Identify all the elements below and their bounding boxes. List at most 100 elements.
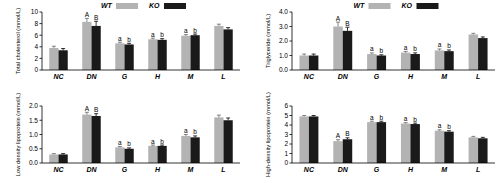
bar bbox=[401, 53, 410, 70]
panel: AaaaBbbb0.00.51.01.52.0NCDNGHMLLow densi… bbox=[15, 93, 240, 177]
significance-letter: b bbox=[380, 47, 384, 54]
y-tick bbox=[290, 125, 293, 126]
y-tick-label: 4.0 bbox=[279, 8, 288, 15]
bar bbox=[377, 122, 386, 163]
error-bar bbox=[52, 46, 56, 48]
bar bbox=[148, 146, 157, 163]
significance-letter: B bbox=[345, 130, 349, 137]
panel: AaaaBbbb0123456NCDNGHMLHigh-density lipo… bbox=[265, 92, 495, 177]
y-tick bbox=[290, 134, 293, 135]
y-tick-label: 4 bbox=[284, 121, 288, 128]
error-bar bbox=[226, 28, 230, 30]
marks bbox=[299, 116, 487, 164]
y-axis-label: Triglyceride (mmol/L) bbox=[265, 14, 271, 68]
bar bbox=[367, 122, 376, 163]
bar bbox=[49, 48, 58, 70]
panel: AaaaBbbb0.01.02.03.04.0NCDNGHMLTriglycer… bbox=[265, 2, 495, 80]
bar bbox=[158, 146, 167, 163]
y-tick-label: 4 bbox=[34, 43, 38, 50]
significance-letter: a bbox=[438, 41, 442, 48]
bar bbox=[115, 43, 124, 70]
x-tick-label: L bbox=[221, 166, 225, 173]
y-tick bbox=[290, 153, 293, 154]
y-axis-label: High-density lipoprotein (mmol/L) bbox=[265, 92, 271, 177]
y-tick bbox=[290, 26, 293, 27]
bar bbox=[343, 139, 352, 163]
bar bbox=[299, 56, 308, 71]
y-tick-label: 3.0 bbox=[279, 23, 288, 30]
y-tick bbox=[40, 58, 43, 59]
error-bar bbox=[52, 153, 56, 155]
significance-letter: a bbox=[118, 139, 122, 146]
x-axis bbox=[42, 70, 240, 71]
significance-letter: b bbox=[380, 114, 384, 121]
bar bbox=[59, 154, 68, 163]
significance-letter: a bbox=[184, 27, 188, 34]
y-tick-label: 0 bbox=[284, 159, 288, 166]
bar bbox=[224, 29, 233, 70]
significance-letter: A bbox=[336, 15, 341, 22]
figure: AaaaBbbb0246810NCDNGHMLTotal cholesterol… bbox=[0, 0, 500, 183]
bar bbox=[49, 154, 58, 163]
error-bar bbox=[447, 50, 451, 51]
bar bbox=[401, 124, 410, 163]
bar bbox=[125, 44, 134, 70]
y-tick bbox=[40, 12, 43, 13]
error-bar bbox=[193, 136, 197, 137]
error-bar bbox=[404, 51, 408, 52]
bar bbox=[469, 137, 478, 163]
legend-swatch bbox=[116, 3, 138, 9]
significance-letter: a bbox=[370, 114, 374, 121]
y-tick bbox=[290, 163, 293, 164]
y-tick-label: 2 bbox=[34, 55, 38, 62]
y-tick-label: 8 bbox=[34, 20, 38, 27]
significance-letter: a bbox=[438, 122, 442, 129]
y-tick bbox=[290, 144, 293, 145]
legend-label: KO bbox=[402, 2, 413, 9]
y-tick bbox=[40, 70, 43, 71]
significance-letter: b bbox=[193, 27, 197, 34]
y-tick-label: 6 bbox=[284, 102, 288, 109]
y-tick-label: 1.0 bbox=[29, 131, 38, 138]
x-tick-label: M bbox=[188, 73, 194, 80]
x-tick-label: H bbox=[155, 166, 161, 173]
legend-swatch bbox=[369, 3, 391, 9]
error-bar bbox=[226, 118, 230, 120]
y-tick bbox=[40, 134, 43, 135]
marks bbox=[49, 18, 232, 70]
y-tick-label: 0 bbox=[34, 66, 38, 73]
x-axis bbox=[42, 163, 240, 164]
significance-letter: a bbox=[118, 35, 122, 42]
bar bbox=[478, 138, 487, 163]
y-tick-label: 1 bbox=[284, 150, 288, 157]
error-bar bbox=[481, 37, 485, 38]
y-tick bbox=[290, 41, 293, 42]
y-tick-label: 2 bbox=[284, 140, 288, 147]
bar bbox=[148, 39, 157, 70]
error-bar bbox=[345, 27, 349, 31]
error-bar bbox=[118, 42, 122, 43]
y-tick-label: 1.0 bbox=[279, 52, 288, 59]
bar bbox=[410, 124, 419, 163]
x-axis bbox=[292, 163, 495, 164]
error-bar bbox=[94, 114, 98, 116]
y-tick bbox=[40, 148, 43, 149]
error-bar bbox=[85, 18, 89, 21]
error-bar bbox=[127, 147, 131, 149]
legend-swatch bbox=[164, 3, 186, 9]
error-bar bbox=[61, 49, 65, 51]
bar bbox=[367, 54, 376, 70]
x-tick-label: DN bbox=[86, 73, 97, 80]
significance-letter: b bbox=[160, 31, 164, 38]
significance-letter: b bbox=[127, 140, 131, 147]
error-bar bbox=[379, 121, 383, 123]
error-bar bbox=[85, 112, 89, 114]
significance-letter: b bbox=[447, 42, 451, 49]
error-bar bbox=[312, 54, 316, 55]
y-tick bbox=[290, 115, 293, 116]
error-bar bbox=[481, 137, 485, 139]
significance-letter: A bbox=[85, 11, 90, 18]
y-tick-label: 10 bbox=[31, 8, 39, 15]
error-bar bbox=[413, 53, 417, 54]
y-tick bbox=[40, 35, 43, 36]
